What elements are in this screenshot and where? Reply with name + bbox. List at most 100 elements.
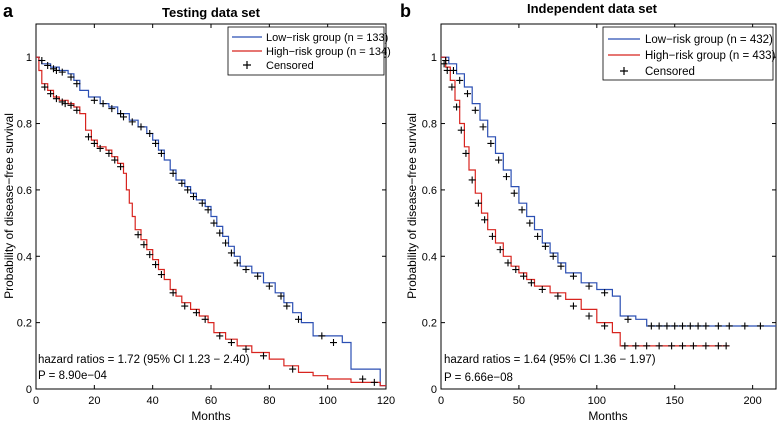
legend-label-high-a: High−risk group (n = 134) — [266, 46, 391, 58]
y-tick-label: 0.6 — [17, 185, 32, 197]
censor-mark — [488, 232, 496, 240]
hazard-ratio-text-a: hazard ratios = 1.72 (95% CI 1.23 − 2.40… — [38, 354, 250, 366]
x-tick-label: 20 — [88, 395, 100, 407]
censor-mark — [462, 149, 470, 157]
censor-mark — [52, 66, 60, 74]
panel-label-a: a — [3, 1, 14, 21]
censor-mark — [120, 113, 127, 121]
censor-mark — [694, 322, 702, 330]
censor-mark — [58, 68, 66, 76]
censor-mark — [67, 101, 75, 109]
censor-mark — [289, 365, 297, 373]
y-tick-label: 0.4 — [422, 251, 437, 263]
censor-mark — [85, 133, 92, 141]
y-tick-label: 0.4 — [17, 251, 32, 263]
y-tick-label: 0.6 — [422, 185, 437, 197]
censor-mark — [504, 259, 512, 267]
plot-frame-b — [440, 23, 777, 390]
censor-mark — [474, 199, 482, 207]
censor-mark — [90, 139, 98, 147]
censor-mark — [624, 315, 632, 323]
censor-mark — [61, 100, 69, 108]
legend-label-censored-b: Censored — [645, 66, 695, 78]
censor-mark — [73, 106, 81, 114]
censor-mark — [96, 144, 104, 152]
censor-mark — [370, 378, 378, 386]
censor-mark — [668, 342, 676, 350]
censor-mark — [569, 272, 577, 280]
chart-title-a: Testing data set — [162, 5, 261, 20]
survival-curve-high — [441, 56, 730, 347]
chart-title-b: Independent data set — [527, 1, 658, 16]
censor-mark — [227, 249, 235, 257]
legend-censor-icon-a — [243, 61, 251, 69]
y-axis-label-a: Probability of disease−free survival — [2, 113, 16, 299]
x-tick-label: 80 — [263, 395, 275, 407]
censor-mark — [453, 103, 461, 111]
legend-censor-icon-b — [620, 67, 628, 75]
hazard-ratio-text-b: hazard ratios = 1.64 (95% CI 1.36 − 1.97… — [444, 354, 656, 366]
x-axis-label-b: Months — [588, 409, 627, 423]
x-tick-label: 150 — [666, 395, 684, 407]
x-tick-label: 50 — [513, 395, 525, 407]
y-ticks-a: 0 0.2 0.4 0.6 0.8 1 — [17, 52, 386, 396]
survival-curve-low — [441, 56, 776, 327]
censor-mark — [201, 315, 209, 323]
censor-mark — [520, 272, 528, 280]
x-tick-label: 60 — [205, 395, 217, 407]
censor-mark — [254, 272, 262, 280]
censor-mark — [442, 57, 450, 64]
x-tick-label: 100 — [318, 395, 336, 407]
censor-mark — [689, 342, 697, 350]
censor-mark — [169, 169, 177, 177]
x-ticks-b: 0 50 100 150 200 — [438, 24, 762, 407]
censor-mark — [47, 90, 55, 98]
censor-mark — [632, 342, 640, 350]
censor-mark — [157, 149, 165, 157]
censor-mark — [90, 96, 98, 104]
censor-mark — [549, 252, 557, 260]
censor-mark — [216, 332, 224, 340]
censor-mark — [52, 95, 60, 103]
p-value-text-b: P = 6.66e−08 — [444, 372, 513, 384]
censor-mark — [242, 345, 250, 353]
censor-mark — [157, 271, 165, 279]
censor-mark — [105, 149, 113, 157]
censor-mark — [479, 123, 487, 131]
x-axis-label-a: Months — [191, 409, 230, 423]
x-ticks-a: 0 20 40 60 80 100 120 — [33, 24, 395, 407]
censor-mark — [184, 186, 192, 194]
censor-mark — [128, 118, 136, 126]
censor-mark — [647, 322, 655, 330]
censor-mark — [260, 352, 267, 360]
panel-label-b: b — [400, 1, 411, 21]
censor-mark — [487, 139, 495, 147]
censor-mark — [756, 322, 764, 330]
censor-mark — [512, 266, 520, 274]
censor-mark — [204, 206, 212, 214]
censor-mark — [671, 322, 679, 330]
censor-mark — [722, 342, 730, 350]
legend-label-low-b: Low−risk group (n = 432) — [645, 34, 773, 46]
y-axis-label-b: Probability of disease−free survival — [405, 113, 419, 299]
y-tick-label: 0.8 — [422, 119, 437, 131]
censor-mark — [318, 332, 326, 340]
censor-mark — [242, 266, 250, 274]
censor-mark — [222, 239, 230, 247]
legend-b: Low−risk group (n = 432) High−risk group… — [602, 26, 776, 81]
censor-mark — [538, 285, 546, 293]
x-tick-label: 0 — [33, 395, 39, 407]
censor-mark — [111, 156, 119, 164]
censor-mark — [527, 279, 535, 287]
censor-mark — [216, 229, 224, 237]
censor-mark — [117, 163, 125, 171]
censor-mark — [233, 259, 241, 267]
censor-mark — [457, 126, 465, 134]
censor-mark — [134, 231, 142, 239]
y-tick-label: 0.2 — [422, 318, 437, 330]
y-ticks-b: 0 0.2 0.4 0.6 0.8 1 — [422, 52, 776, 396]
censor-mark — [679, 322, 687, 330]
legend-a: Low−risk group (n = 133) High−risk group… — [227, 26, 391, 76]
censor-mark — [146, 130, 154, 137]
censor-mark — [621, 342, 629, 350]
